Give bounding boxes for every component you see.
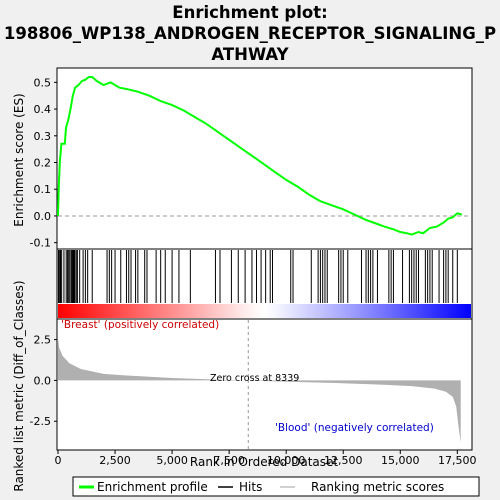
es-y-tick-label: -0.1 (30, 237, 51, 250)
neg-class-label: 'Blood' (negatively correlated) (275, 422, 434, 434)
legend: Enrichment profile Hits Ranking metric s… (72, 476, 480, 497)
es-y-axis: -0.1 0.0 0.1 0.2 0.3 0.4 0.5 (30, 76, 57, 250)
metric-y-axis: -2.5 0.0 2.5 (30, 334, 57, 428)
rank-gradient-bar (58, 304, 471, 318)
es-y-tick-label: 0.5 (34, 76, 52, 89)
metric-y-tick-label: 2.5 (34, 334, 52, 347)
metric-y-tick-label: 0.0 (34, 374, 52, 387)
x-tick-label: 12,500 (324, 454, 363, 467)
legend-metric-label: Ranking metric scores (311, 480, 444, 494)
es-line (57, 76, 463, 236)
x-axis-label: Rank in Ordered Dataset (190, 455, 338, 469)
metric-y-tick-label: -2.5 (30, 415, 51, 428)
es-y-tick-label: 0.0 (34, 210, 52, 223)
x-tick-label: 2,500 (99, 454, 131, 467)
es-y-tick-label: 0.2 (34, 157, 52, 170)
es-y-tick-label: 0.3 (34, 130, 52, 143)
x-tick-label: 15,000 (381, 454, 420, 467)
es-y-label: Enrichment score (ES) (12, 93, 26, 226)
zero-cross-label: Zero cross at 8339 (210, 373, 299, 384)
es-panel (56, 67, 473, 250)
legend-hits-label: Hits (239, 480, 262, 494)
title-line-2: 198806_WP138_ANDROGEN_RECEPTOR_SIGNALING… (3, 24, 497, 43)
x-tick-label: 7,500 (213, 454, 245, 467)
x-tick-label: 10,000 (267, 454, 306, 467)
chart-title: Enrichment plot: 198806_WP138_ANDROGEN_R… (0, 2, 500, 65)
x-tick-label: 17,500 (438, 454, 477, 467)
legend-es-label: Enrichment profile (97, 480, 208, 494)
pos-class-label: 'Breast' (positively correlated) (61, 319, 219, 331)
x-tick-label: 5,000 (156, 454, 188, 467)
hit-marks (57, 250, 458, 303)
legend-box (72, 476, 480, 497)
x-tick-label: 0 (55, 454, 62, 467)
title-line-3: ATHWAY (211, 45, 289, 64)
title-line-1: Enrichment plot: (172, 3, 328, 22)
metric-y-label: Ranked list metric (Diff_of_Classes) (12, 280, 26, 491)
x-axis: 0 2,500 5,000 7,500 10,000 12,500 15,000 17,500 (55, 450, 477, 467)
es-y-tick-label: 0.1 (34, 183, 52, 196)
es-y-tick-label: 0.4 (34, 103, 52, 116)
